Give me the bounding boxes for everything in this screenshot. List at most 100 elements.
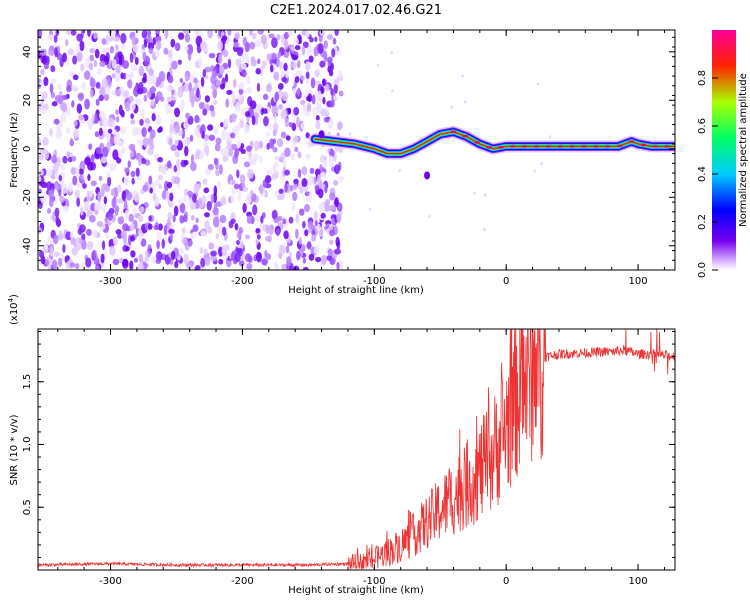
noise-cell	[133, 86, 140, 97]
noise-cell	[150, 255, 157, 264]
noise-cell	[291, 54, 298, 61]
noise-cell	[204, 254, 211, 266]
noise-cell	[294, 45, 301, 51]
noise-cell	[81, 82, 87, 90]
noise-cell	[48, 198, 54, 208]
noise-cell	[99, 60, 106, 68]
noise-cell	[96, 220, 104, 228]
noise-cell	[280, 131, 287, 139]
noise-cell	[120, 33, 127, 44]
noise-cell	[238, 81, 245, 90]
noise-cell	[323, 159, 327, 169]
noise-cell	[115, 44, 119, 51]
colorbar-tick-label: 0.4	[697, 166, 708, 182]
noise-cell	[260, 34, 267, 45]
spectrogram-y-tick-label: -20	[22, 189, 33, 205]
noise-cell	[166, 96, 173, 102]
noise-cell	[325, 83, 330, 92]
noise-cell	[190, 214, 195, 221]
noise-cell	[307, 93, 313, 103]
noise-cell	[142, 137, 149, 148]
noise-speck	[368, 207, 372, 211]
noise-cell	[208, 134, 216, 141]
noise-cell	[296, 250, 301, 261]
noise-cell	[305, 45, 313, 56]
noise-cell	[284, 147, 291, 158]
noise-cell	[285, 69, 289, 79]
noise-cell	[159, 165, 167, 174]
noise-cell	[115, 30, 120, 35]
noise-cell	[94, 48, 100, 59]
noise-cell	[197, 57, 202, 66]
isolated-blob	[424, 171, 431, 180]
noise-cell	[218, 53, 223, 65]
noise-cell	[87, 173, 91, 181]
noise-cell	[147, 223, 153, 230]
noise-cell	[337, 121, 343, 131]
noise-cell	[140, 238, 147, 247]
noise-cell	[179, 202, 186, 214]
noise-cell	[112, 149, 119, 161]
noise-cell	[138, 81, 144, 92]
noise-cell	[200, 41, 207, 51]
noise-cell	[224, 73, 229, 83]
noise-cell	[290, 184, 294, 192]
noise-cell	[307, 220, 313, 229]
noise-cell	[301, 45, 306, 56]
noise-cell	[196, 183, 202, 189]
noise-cell	[168, 137, 173, 146]
noise-cell	[83, 70, 91, 80]
noise-cell	[265, 131, 270, 137]
noise-cell	[117, 184, 122, 193]
noise-speck	[548, 135, 552, 139]
noise-cell	[234, 148, 239, 158]
noise-cell	[334, 30, 339, 36]
noise-cell	[180, 247, 184, 254]
noise-cell	[228, 147, 233, 157]
noise-cell	[108, 245, 116, 256]
noise-cell	[301, 166, 308, 176]
noise-cell	[109, 46, 115, 54]
noise-cell	[165, 190, 170, 201]
noise-cell	[143, 94, 148, 102]
noise-cell	[125, 246, 130, 252]
noise-cell	[284, 117, 290, 128]
noise-cell	[284, 169, 290, 176]
noise-cell	[256, 251, 263, 263]
noise-cell	[222, 118, 229, 128]
colorbar-tick-label: 0.8	[697, 70, 708, 86]
noise-cell	[43, 63, 49, 70]
noise-cell	[47, 34, 54, 41]
noise-cell	[98, 175, 103, 182]
noise-speck	[533, 169, 536, 173]
noise-cell	[241, 181, 246, 188]
noise-cell	[109, 162, 116, 172]
noise-cell	[254, 39, 261, 48]
noise-cell	[114, 207, 119, 217]
noise-cell	[281, 76, 287, 83]
noise-cell	[40, 69, 45, 76]
noise-cell	[109, 136, 114, 147]
noise-cell	[107, 128, 113, 134]
noise-cell	[76, 197, 81, 207]
noise-cell	[298, 236, 303, 245]
noise-speck	[348, 132, 352, 136]
noise-cell	[108, 30, 112, 36]
noise-cell	[183, 122, 189, 130]
trace-peak	[652, 145, 659, 148]
noise-cell	[163, 47, 169, 55]
noise-cell	[122, 60, 130, 69]
noise-cell	[62, 244, 66, 253]
noise-cell	[215, 233, 220, 240]
noise-cell	[66, 30, 71, 36]
noise-cell	[269, 138, 275, 149]
noise-cell	[305, 71, 310, 80]
noise-cell	[60, 163, 66, 171]
noise-cell	[57, 83, 62, 91]
trace-peak	[497, 146, 504, 149]
noise-cell	[128, 143, 136, 151]
noise-cell	[222, 49, 229, 58]
noise-cell	[188, 81, 192, 92]
noise-cell	[305, 30, 310, 38]
noise-cell	[190, 232, 197, 240]
